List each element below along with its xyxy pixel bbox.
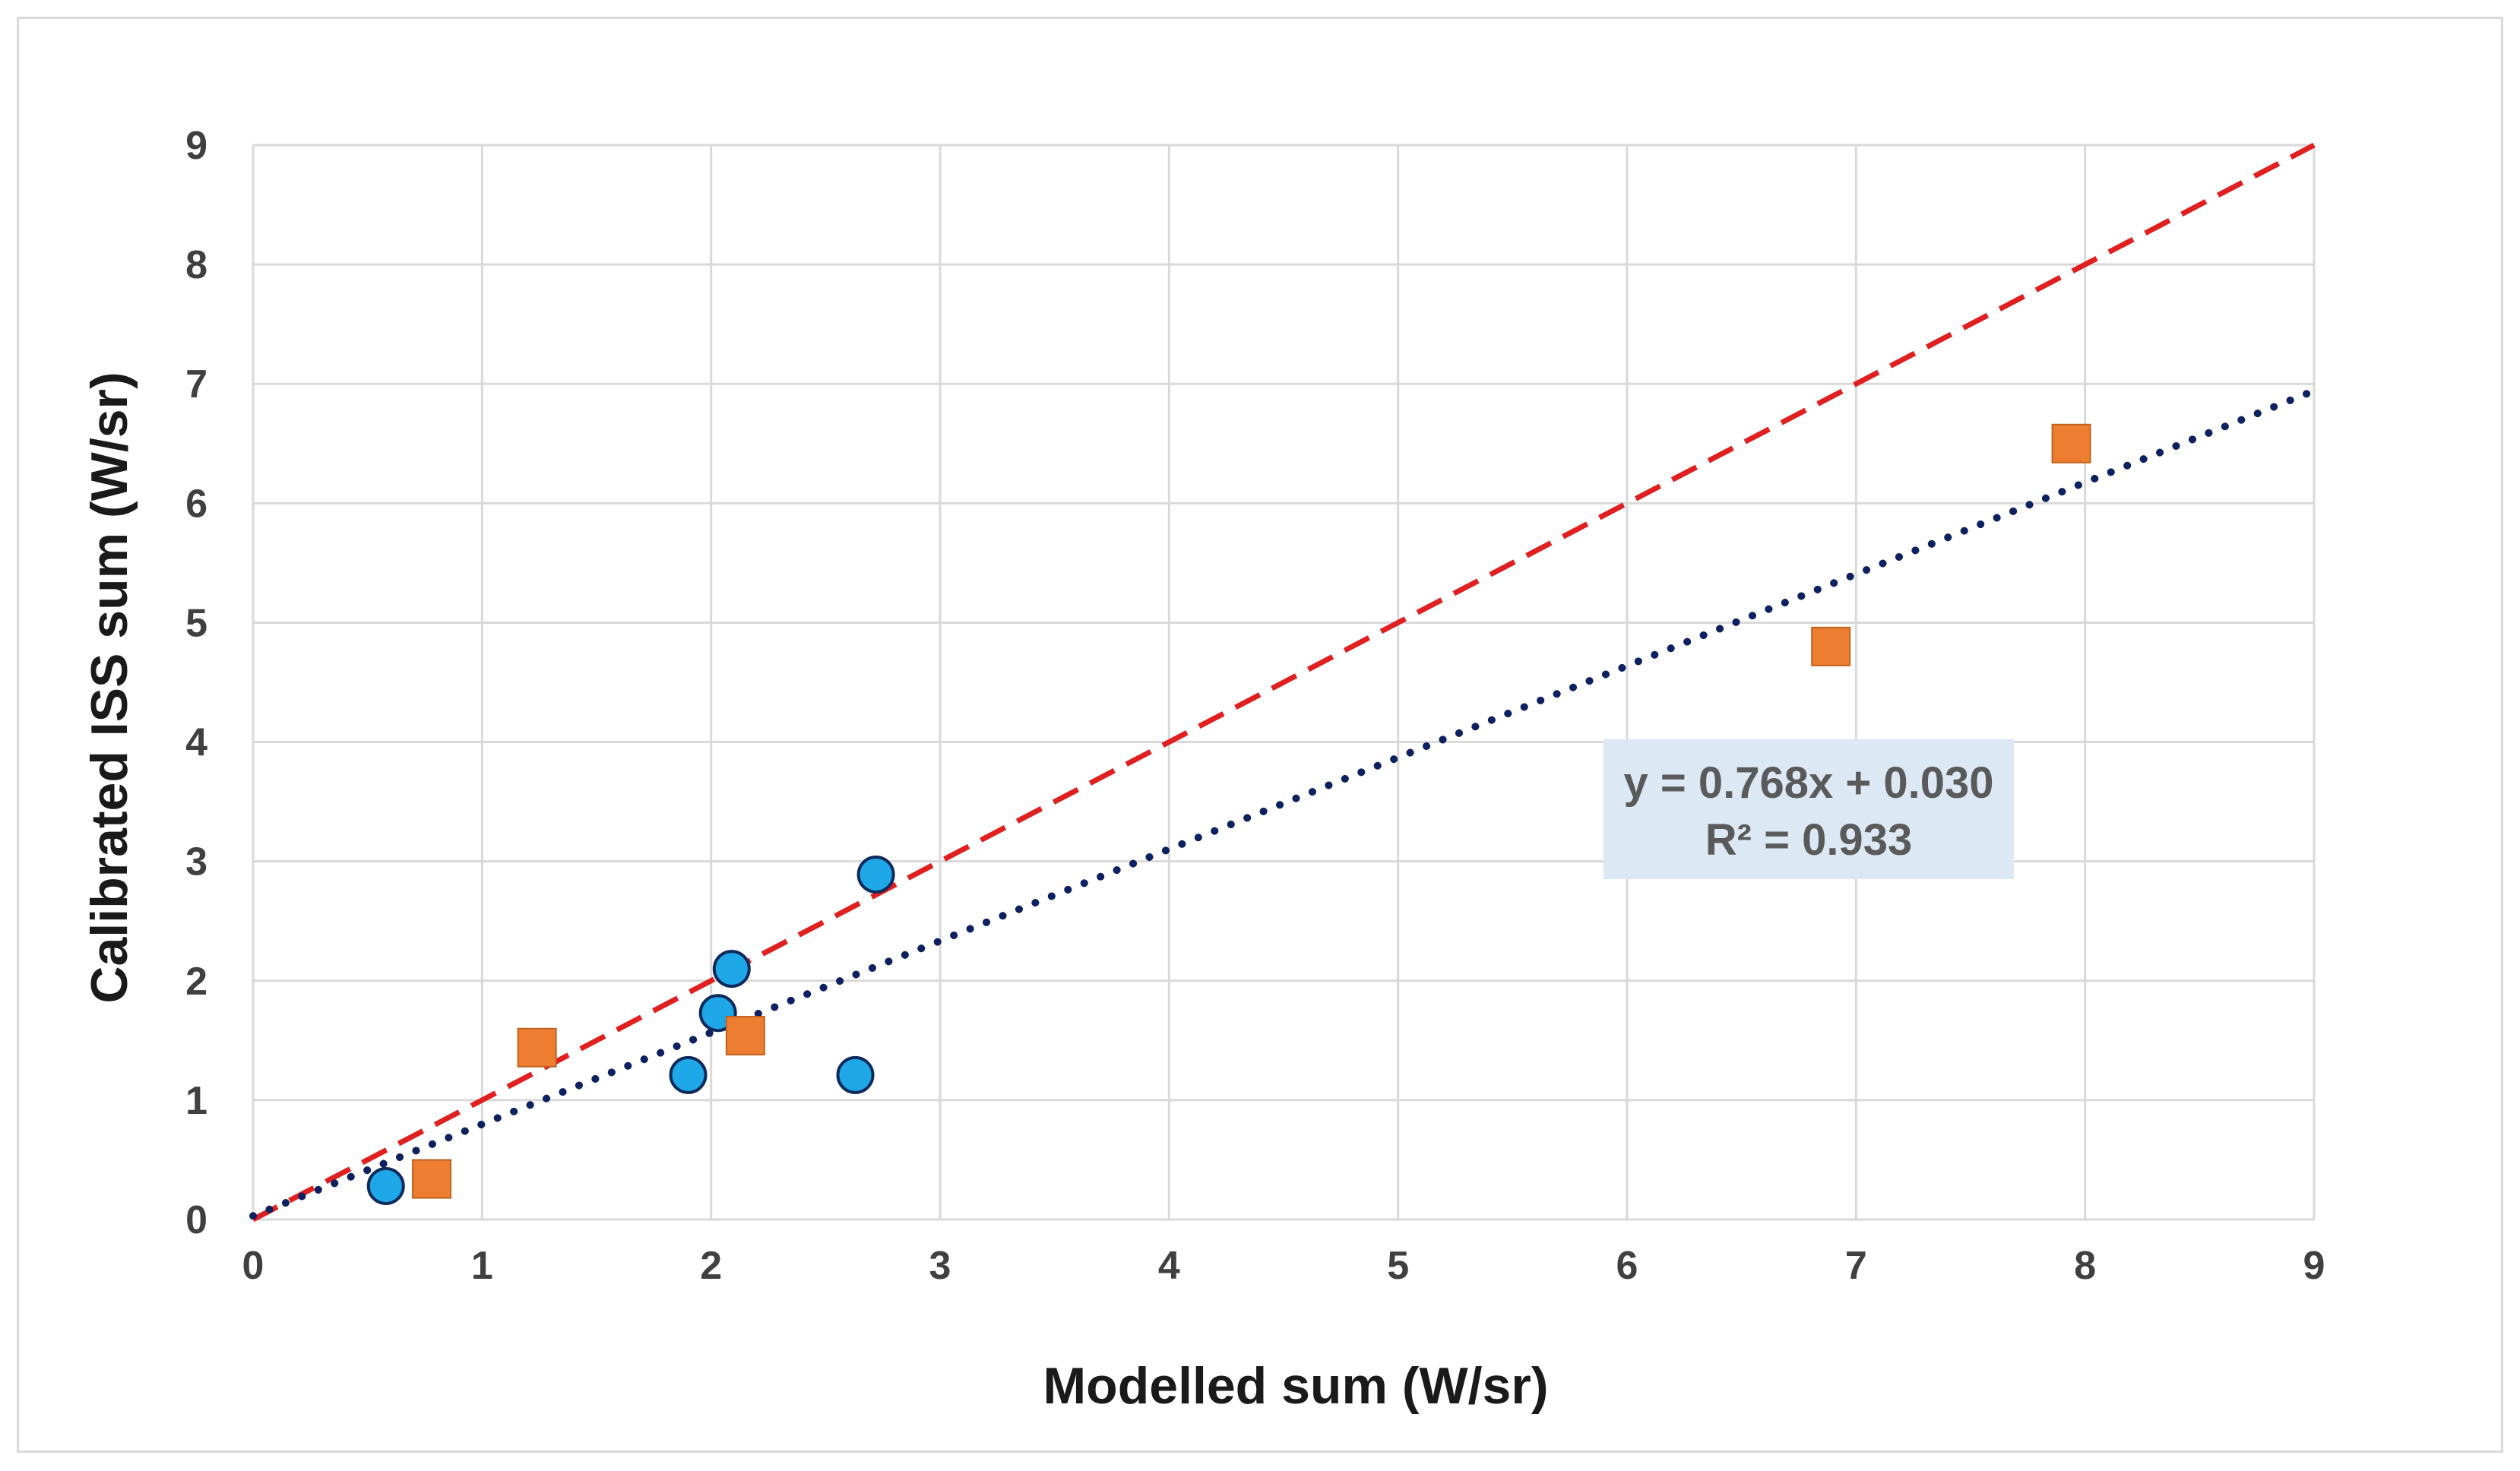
x-tick-label: 5 — [1387, 1244, 1409, 1288]
x-tick-label: 9 — [2303, 1244, 2325, 1288]
x-tick-label: 2 — [700, 1244, 722, 1288]
square-point — [2051, 423, 2091, 463]
circle-point — [856, 855, 895, 894]
y-tick-label: 8 — [185, 243, 207, 287]
regression-line — [249, 387, 2318, 1220]
x-tick-label: 7 — [1845, 1244, 1867, 1288]
y-axis-title: Calibrated ISS sum (W/sr) — [81, 372, 138, 1003]
y-tick-label: 3 — [185, 840, 207, 884]
y-tick-label: 9 — [185, 124, 207, 168]
circle-point — [712, 950, 751, 989]
x-tick-label: 3 — [929, 1244, 951, 1288]
x-tick-label: 1 — [471, 1244, 493, 1288]
x-tick-label: 4 — [1158, 1244, 1180, 1288]
y-tick-label: 6 — [185, 482, 207, 526]
y-tick-label: 1 — [185, 1079, 207, 1123]
circle-point — [669, 1055, 708, 1094]
equation-text: y = 0.768x + 0.030 — [1624, 758, 1994, 808]
x-axis-title: Modelled sum (W/sr) — [1043, 1357, 1549, 1415]
square-point — [517, 1027, 557, 1068]
y-tick-label: 5 — [185, 601, 207, 645]
equation-box — [1603, 739, 2014, 879]
y-tick-label: 2 — [185, 960, 207, 1004]
regression-annotation: y = 0.768x + 0.030 R² = 0.933 — [1603, 739, 2014, 879]
y-tick-label: 0 — [185, 1198, 207, 1242]
chart-frame: 0 1 2 3 4 5 6 7 8 9 0 1 2 3 4 5 6 7 8 9 y = 0.768x + 0.030… — [17, 17, 2503, 1453]
x-tick-label: 6 — [1616, 1244, 1638, 1288]
circle-point — [836, 1055, 875, 1094]
x-axis-ticks: 0 1 2 3 4 5 6 7 8 9 — [242, 1244, 2325, 1288]
x-tick-label: 8 — [2074, 1244, 2096, 1288]
y-tick-label: 4 — [185, 721, 207, 765]
circle-point — [366, 1167, 405, 1206]
r-squared-text: R² = 0.933 — [1705, 815, 1912, 865]
square-point — [412, 1159, 452, 1199]
trend-lines — [249, 142, 2318, 1223]
one-to-one-line — [252, 142, 2316, 1223]
square-point — [1811, 626, 1851, 666]
square-point — [725, 1016, 765, 1056]
y-tick-label: 7 — [185, 362, 207, 407]
scatter-chart: 0 1 2 3 4 5 6 7 8 9 0 1 2 3 4 5 6 7 8 9 y = 0.768x + 0.030… — [81, 124, 2325, 1415]
y-axis-ticks: 0 1 2 3 4 5 6 7 8 9 — [185, 124, 207, 1242]
x-tick-label: 0 — [242, 1244, 264, 1288]
data-points — [366, 423, 2091, 1206]
